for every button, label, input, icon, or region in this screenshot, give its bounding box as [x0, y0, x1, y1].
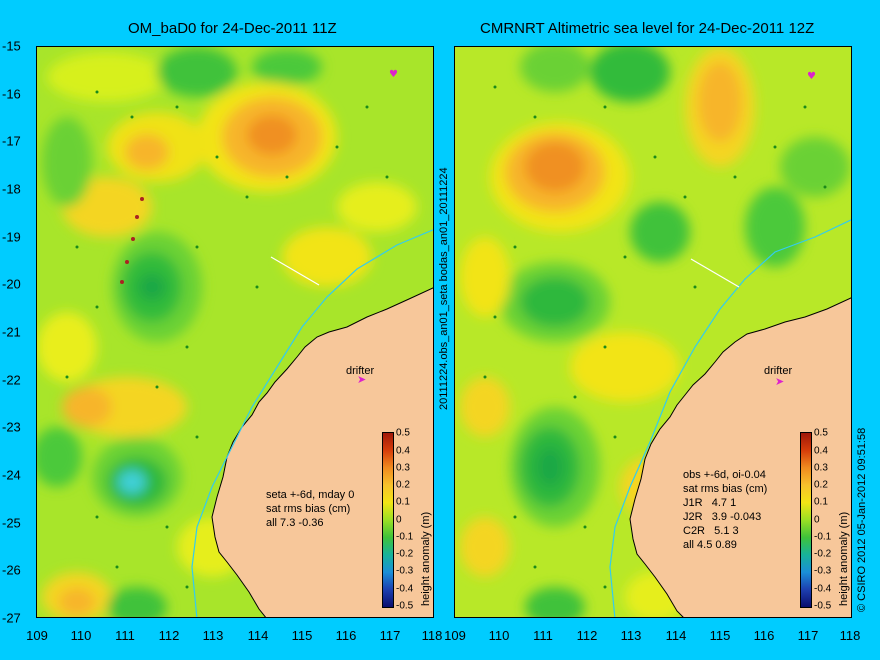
y-tick: -24 [2, 467, 21, 483]
colorbar-tick: -0.5 [814, 600, 832, 612]
y-tick: -18 [2, 181, 21, 197]
x-tick: 117 [797, 628, 819, 643]
colorbar-tick: 0 [814, 514, 820, 526]
colorbar-tick: 0.5 [814, 427, 828, 439]
x-tick: 116 [335, 628, 357, 643]
x-tick: 116 [753, 628, 775, 643]
y-tick: -22 [2, 372, 21, 388]
colorbar-tick: 0.1 [396, 496, 410, 508]
right-stats-text: obs +-6d, oi-0.04 sat rms bias (cm) J1R … [683, 469, 768, 551]
colorbar-tick: -0.1 [814, 531, 832, 543]
y-tick: -26 [2, 562, 21, 578]
x-tick: 112 [158, 628, 180, 643]
right-colorbar-label: height anomaly (m) [838, 511, 850, 606]
satellite-track [120, 197, 144, 284]
x-tick: 111 [533, 628, 553, 643]
colorbar-tick: -0.3 [396, 565, 414, 577]
right-map-title: CMRNRT Altimetric sea level for 24-Dec-2… [480, 20, 815, 37]
colorbar-tick: -0.1 [396, 531, 414, 543]
y-tick: -25 [2, 515, 21, 531]
x-tick: 109 [26, 628, 48, 643]
heart-marker-icon: ♥ [807, 71, 816, 82]
colorbar-tick: 0.2 [814, 479, 828, 491]
right-drifter-label: drifter [764, 365, 793, 377]
right-map-canvas: ♥ ➤ [455, 47, 851, 617]
y-tick: -21 [2, 324, 21, 340]
x-tick: 115 [291, 628, 313, 643]
transect-line [690, 258, 740, 288]
x-tick: 110 [70, 628, 92, 643]
x-tick: 109 [444, 628, 466, 643]
colorbar-tick: 0.3 [814, 462, 828, 474]
file-id-label: 20111224.obs_an01_seta bodas_an01_201112… [438, 167, 450, 410]
left-colorbar-label: height anomaly (m) [420, 511, 432, 606]
drifter-arrow-icon: ➤ [775, 375, 784, 388]
heart-marker-icon: ♥ [389, 69, 398, 80]
x-tick: 115 [709, 628, 731, 643]
contour-line [609, 219, 851, 617]
x-tick: 118 [839, 628, 861, 643]
x-tick: 113 [620, 628, 642, 643]
drifter-arrow-icon: ➤ [357, 373, 366, 386]
colorbar-tick: 0.5 [396, 427, 410, 439]
y-tick: -27 [2, 610, 21, 626]
contour-line [191, 229, 433, 617]
left-stats-text: seta +-6d, mday 0 sat rms bias (cm) all … [266, 489, 355, 529]
x-tick: 118 [421, 628, 443, 643]
australia-land [629, 297, 851, 617]
right-anomaly-field [460, 47, 850, 617]
left-map-title: OM_baD0 for 24-Dec-2011 11Z [128, 20, 337, 37]
y-tick: -20 [2, 276, 21, 292]
y-tick: -23 [2, 419, 21, 435]
transect-line [270, 256, 320, 286]
x-tick: 114 [247, 628, 269, 643]
colorbar-tick: -0.5 [396, 600, 414, 612]
colorbar-tick: 0.3 [396, 462, 410, 474]
x-tick: 117 [379, 628, 401, 643]
x-tick: 112 [576, 628, 598, 643]
x-tick: 110 [488, 628, 510, 643]
colorbar-tick: -0.4 [814, 583, 832, 595]
x-tick: 111 [115, 628, 135, 643]
colorbar-tick: 0.4 [396, 445, 410, 457]
x-tick: 114 [665, 628, 687, 643]
colorbar-tick: -0.4 [396, 583, 414, 595]
y-tick: -19 [2, 229, 21, 245]
observation-markers [483, 85, 827, 589]
x-tick: 113 [202, 628, 224, 643]
copyright-text: © CSIRO 2012 05-Jan-2012 09:51:58 [856, 427, 868, 612]
colorbar-tick: 0 [396, 514, 402, 526]
y-tick: -17 [2, 133, 21, 149]
left-anomaly-field [37, 47, 417, 617]
colorbar-tick: 0.4 [814, 445, 828, 457]
right-colorbar [800, 432, 812, 608]
observation-markers [65, 90, 389, 589]
colorbar-tick: 0.2 [396, 479, 410, 491]
colorbar-tick: -0.2 [814, 548, 832, 560]
left-drifter-label: drifter [346, 365, 375, 377]
left-map-panel: ♥ ➤ [36, 46, 434, 618]
y-tick: -16 [2, 86, 21, 102]
colorbar-tick: -0.3 [814, 565, 832, 577]
colorbar-tick: 0.1 [814, 496, 828, 508]
colorbar-tick: -0.2 [396, 548, 414, 560]
left-map-canvas: ♥ ➤ [37, 47, 433, 617]
left-colorbar [382, 432, 394, 608]
right-map-panel: ♥ ➤ [454, 46, 852, 618]
y-tick: -15 [2, 38, 21, 54]
